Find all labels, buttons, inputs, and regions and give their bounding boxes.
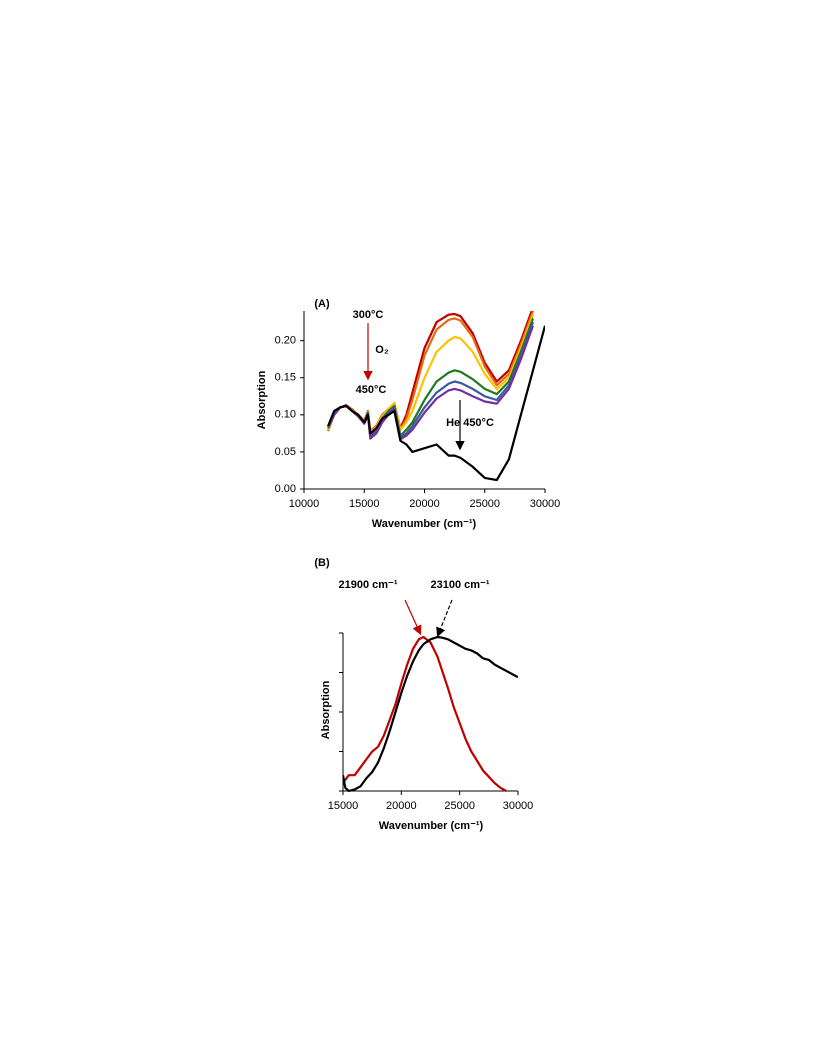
x-tick-label: 20000	[386, 800, 417, 812]
annotation: He 450°C	[446, 417, 494, 429]
y-tick-label: 0.05	[275, 446, 296, 458]
annotation: 300°C	[353, 309, 384, 321]
x-tick-label: 30000	[530, 498, 561, 510]
data-line	[327, 325, 545, 482]
y-tick-label: 0.20	[275, 335, 296, 347]
arrow	[436, 599, 453, 638]
x-tick-label: 20000	[409, 498, 440, 510]
y-tick-label: 0.00	[275, 483, 296, 495]
annotation: 23100 cm⁻¹	[430, 579, 489, 591]
y-tick-label: 0.15	[275, 372, 296, 384]
x-tick-label: 10000	[289, 498, 320, 510]
y-axis-title: Absorption	[256, 370, 268, 429]
data-line	[343, 635, 507, 792]
x-axis-title: Wavenumber (cm⁻¹)	[379, 820, 484, 832]
data-line	[343, 635, 518, 793]
annotation: 450°C	[356, 384, 387, 396]
x-tick-label: 25000	[444, 800, 475, 812]
data-line	[327, 311, 535, 433]
panel-label: (B)	[314, 557, 330, 569]
arrow	[404, 599, 422, 636]
panel-label: (A)	[314, 298, 330, 310]
x-tick-label: 15000	[349, 498, 380, 510]
annotation: 21900 cm⁻¹	[338, 579, 397, 591]
x-tick-label: 30000	[503, 800, 534, 812]
data-line	[327, 311, 533, 433]
annotation: O₂	[375, 344, 389, 356]
x-tick-label: 25000	[469, 498, 500, 510]
x-tick-label: 15000	[328, 800, 359, 812]
y-tick-label: 0.10	[275, 409, 296, 421]
x-axis-title: Wavenumber (cm⁻¹)	[372, 518, 477, 530]
y-axis-title: Absorption	[320, 680, 332, 739]
